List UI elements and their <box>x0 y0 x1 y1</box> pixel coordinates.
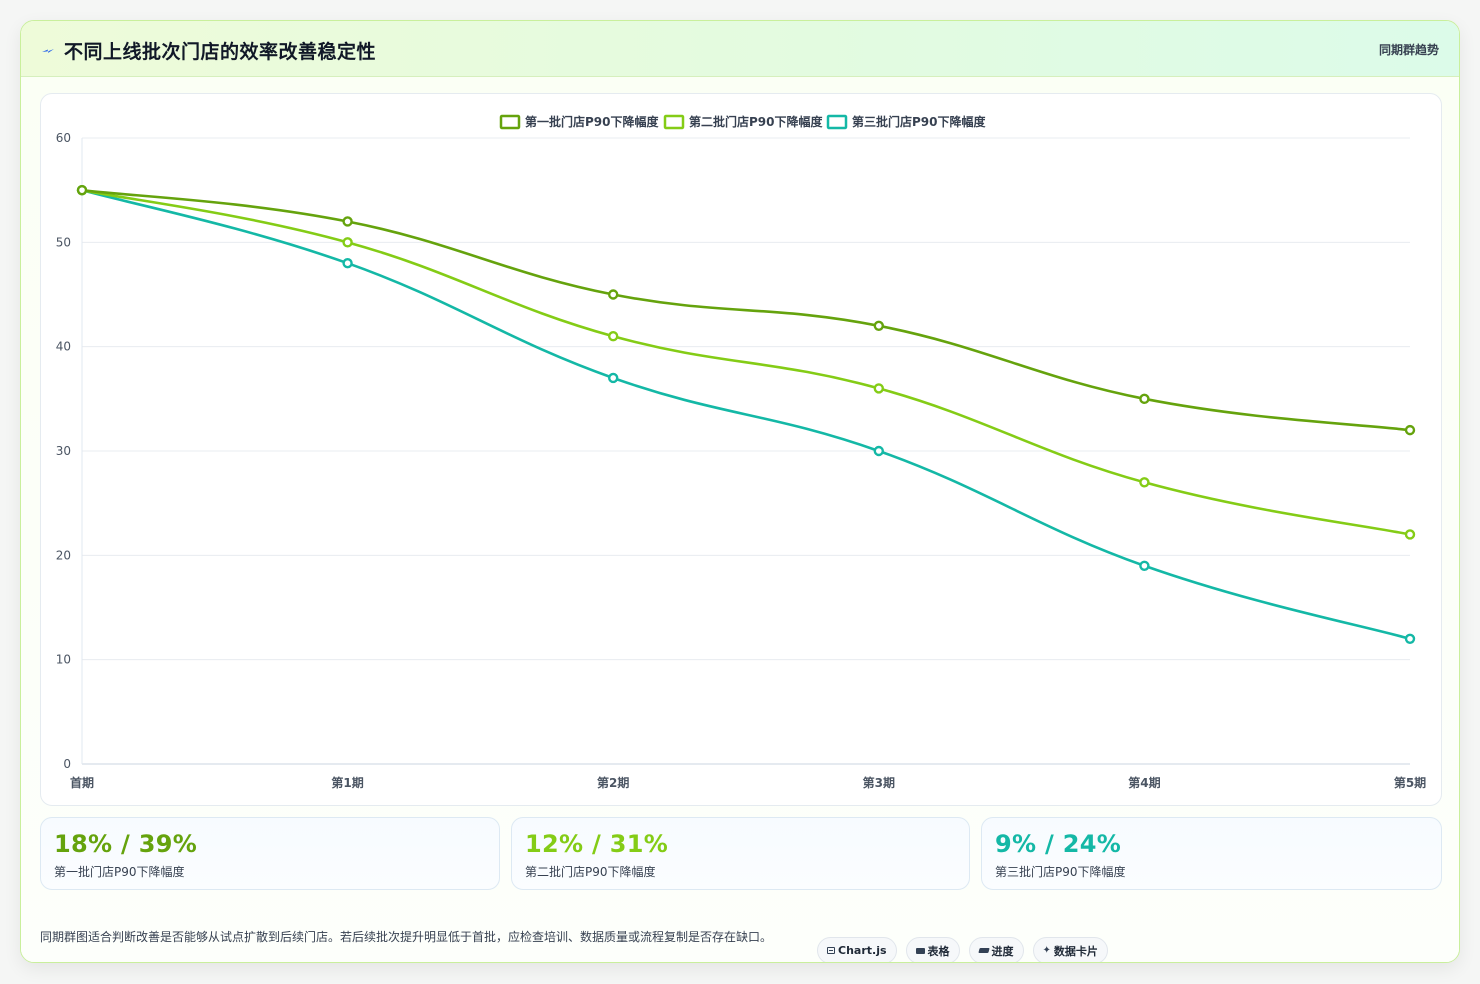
cohort-card: 不同上线批次门店的效率改善稳定性 同期群趋势 0 10 20 30 40 50 60 首期 第1… <box>20 20 1460 963</box>
data-point-series-1 <box>342 216 353 227</box>
cohort-note: 同期群图适合判断改善是否能够从试点扩散到后续门店。若后续批次提升明显低于首批，应… <box>40 930 773 944</box>
x-tick-label: 第1期 <box>331 775 363 790</box>
legend-swatch-3 <box>826 114 848 130</box>
title-wrap: 不同上线批次门店的效率改善稳定性 <box>41 37 376 64</box>
series-line-1 <box>80 188 1412 432</box>
data-point-series-3 <box>1139 560 1150 571</box>
stat-card-batch2: 12% / 31% 第二批门店P90下降幅度 <box>511 817 970 890</box>
series-line-2 <box>80 188 1412 536</box>
legend-label-2: 第二批门店P90下降幅度 <box>689 114 823 129</box>
tech-chips: Chart.js 表格 进度 ✦ 数据卡片 <box>817 937 1117 962</box>
legend-label-1: 第一批门店P90下降幅度 <box>525 114 659 129</box>
chip-chartjs[interactable]: Chart.js <box>817 937 897 962</box>
legend-swatch-2 <box>663 114 685 130</box>
data-point-series-3 <box>1404 633 1416 644</box>
chip-label: 数据卡片 <box>1053 944 1098 958</box>
chip-label: Chart.js <box>838 944 887 957</box>
data-point-series-2 <box>873 383 884 394</box>
x-tick-label: 首期 <box>70 775 94 790</box>
data-point-series-3 <box>873 445 884 457</box>
stat-value: 18% / 39% <box>54 830 198 858</box>
card-body: 0 10 20 30 40 50 60 首期 第1期 第2期 第3期 第4期 第5期 第一批门店P90下降… <box>21 77 1459 962</box>
data-point-series-3 <box>342 257 353 269</box>
legend-swatch-1 <box>499 114 521 130</box>
data-point-series-2 <box>608 331 619 342</box>
stat-label: 第二批门店P90下降幅度 <box>525 865 656 879</box>
y-tick-label: 30 <box>56 444 71 458</box>
y-tick-label: 40 <box>56 340 71 354</box>
series-line-3 <box>80 188 1412 641</box>
header-tag: 同期群趋势 <box>1378 43 1439 57</box>
legend-label-3: 第三批门店P90下降幅度 <box>852 114 986 129</box>
y-tick-label: 0 <box>63 757 71 771</box>
data-point-series-1 <box>76 184 88 196</box>
sparkle-icon: ✦ <box>1042 944 1051 956</box>
data-point-series-1 <box>1404 424 1416 436</box>
page-title: 不同上线批次门店的效率改善稳定性 <box>64 41 377 63</box>
y-tick-label: 10 <box>56 653 71 667</box>
stat-card-batch1: 18% / 39% 第一批门店P90下降幅度 <box>40 817 500 890</box>
table-icon <box>915 947 925 954</box>
data-point-series-2 <box>1404 529 1416 540</box>
line-chart: 0 10 20 30 40 50 60 首期 第1期 第2期 第3期 第4期 第5期 第一批门店P90下降… <box>56 114 1426 790</box>
data-point-series-2 <box>342 237 353 248</box>
y-tick-label: 50 <box>56 235 71 249</box>
chart-panel: 0 10 20 30 40 50 60 首期 第1期 第2期 第3期 第4期 第5期 第一批门店P90下降… <box>40 93 1442 806</box>
chip-label: 表格 <box>927 944 950 958</box>
x-tick-label: 第3期 <box>863 775 895 790</box>
chart-window-icon <box>827 947 835 954</box>
stat-label: 第三批门店P90下降幅度 <box>995 865 1126 879</box>
data-point-series-1 <box>608 289 619 300</box>
data-point-series-3 <box>608 372 619 384</box>
stat-card-batch3: 9% / 24% 第三批门店P90下降幅度 <box>981 817 1442 890</box>
y-tick-label: 60 <box>56 131 71 145</box>
stat-label: 第一批门店P90下降幅度 <box>54 865 185 879</box>
x-tick-label: 第4期 <box>1128 775 1160 790</box>
stat-value: 9% / 24% <box>995 830 1122 858</box>
data-point-series-1 <box>873 320 884 332</box>
data-point-series-1 <box>1139 393 1150 405</box>
card-header: 不同上线批次门店的效率改善稳定性 同期群趋势 <box>21 21 1459 77</box>
data-point-series-2 <box>1139 477 1150 488</box>
stat-value: 12% / 31% <box>525 830 669 858</box>
y-tick-label: 20 <box>56 548 71 562</box>
x-tick-label: 第2期 <box>597 775 629 790</box>
chip-table[interactable]: 表格 <box>905 937 960 962</box>
chip-data-card[interactable]: ✦ 数据卡片 <box>1032 937 1108 962</box>
lightning-icon <box>42 48 54 53</box>
x-tick-label: 第5期 <box>1394 775 1426 790</box>
progress-icon <box>977 948 990 953</box>
chip-progress[interactable]: 进度 <box>968 937 1024 962</box>
chip-label: 进度 <box>991 944 1014 958</box>
